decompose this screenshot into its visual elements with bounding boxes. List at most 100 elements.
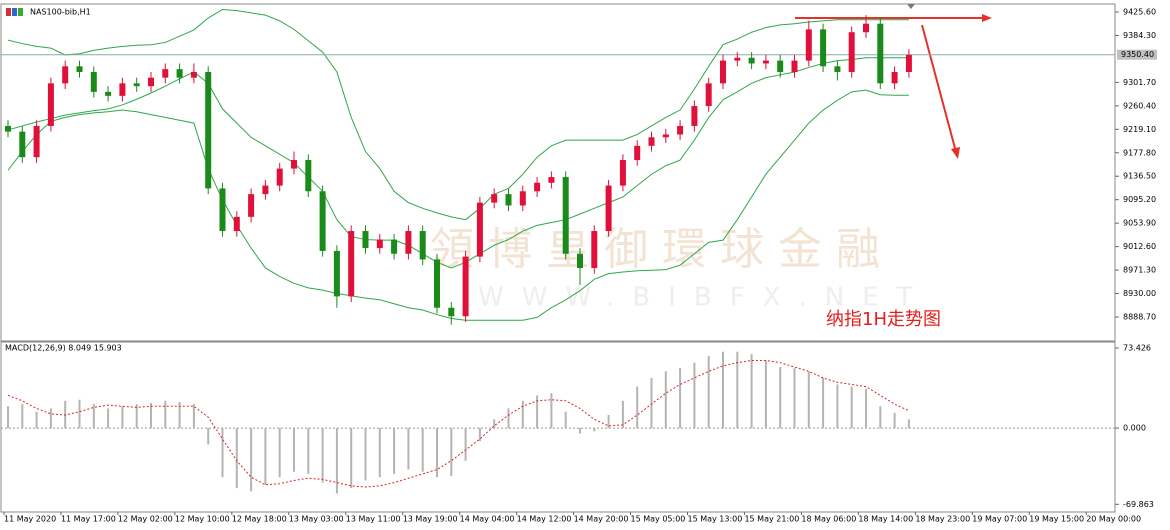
x-tick-label: 18 May 23:00 bbox=[915, 515, 970, 524]
candle-body bbox=[419, 231, 426, 260]
candle-body bbox=[791, 60, 798, 72]
candle-body bbox=[248, 194, 255, 217]
macd-bar bbox=[865, 388, 867, 429]
y-tick-label: 9136.50 bbox=[1123, 172, 1156, 181]
macd-bar bbox=[907, 419, 910, 429]
band-middle bbox=[7, 57, 909, 269]
macd-bar bbox=[722, 351, 724, 429]
current-price-box bbox=[1117, 49, 1157, 60]
candle-body bbox=[119, 83, 126, 96]
candle-body bbox=[162, 69, 169, 78]
x-tick-label: 18 May 06:00 bbox=[801, 515, 856, 524]
x-tick-label: 13 May 03:00 bbox=[289, 515, 344, 524]
macd-bar bbox=[264, 428, 267, 485]
macd-bar bbox=[564, 411, 567, 429]
macd-bar bbox=[78, 399, 81, 429]
macd-bar bbox=[521, 400, 524, 429]
candle-body bbox=[677, 125, 684, 135]
macd-bar bbox=[536, 395, 539, 429]
x-tick-label: 20 May 00:00 bbox=[1086, 515, 1141, 524]
macd-bar bbox=[235, 428, 238, 489]
macd-bar bbox=[507, 408, 510, 429]
candle-body bbox=[105, 91, 112, 96]
candle-body bbox=[834, 66, 841, 72]
annotation: 纳指1H走势图 bbox=[826, 309, 941, 330]
macd-bar bbox=[579, 428, 581, 434]
macd-bar bbox=[364, 428, 367, 481]
y-tick-label: 9301.70 bbox=[1123, 78, 1156, 87]
candle-body bbox=[748, 57, 755, 64]
macd-bar bbox=[807, 371, 810, 429]
macd-bar bbox=[7, 406, 9, 429]
x-tick-label: 14 May 20:00 bbox=[574, 515, 629, 524]
x-tick-label: 19 May 15:00 bbox=[1029, 515, 1084, 524]
macd-bar bbox=[335, 428, 338, 494]
macd-bar bbox=[64, 400, 67, 429]
candle-body bbox=[276, 168, 283, 186]
candle-body bbox=[62, 66, 69, 84]
macd-bar bbox=[92, 404, 95, 429]
candle-body bbox=[76, 66, 83, 72]
y-tick-label: 9384.30 bbox=[1123, 31, 1156, 40]
x-tick-label: 15 May 05:00 bbox=[631, 515, 686, 524]
candle-body bbox=[462, 256, 469, 317]
macd-bar bbox=[378, 428, 381, 478]
current-price-label: 9350.40 bbox=[1121, 50, 1154, 59]
macd-bar bbox=[464, 428, 467, 461]
macd-bar bbox=[893, 412, 896, 429]
candle-body bbox=[405, 231, 412, 254]
y-tick-label: 0.000 bbox=[1123, 424, 1146, 433]
x-tick-label: 13 May 19:00 bbox=[403, 515, 458, 524]
red-arrows bbox=[795, 14, 992, 159]
macd-bar bbox=[178, 401, 181, 429]
macd-bar bbox=[350, 428, 353, 489]
y-tick-label: 9012.60 bbox=[1123, 242, 1156, 251]
macd-bar bbox=[693, 362, 696, 429]
candle-body bbox=[605, 185, 612, 232]
signal-line bbox=[7, 359, 910, 488]
candle-body bbox=[233, 216, 240, 232]
candle-body bbox=[391, 239, 398, 254]
candle-body bbox=[648, 137, 655, 146]
macd-bar bbox=[764, 360, 767, 429]
y-tick-label: 8971.30 bbox=[1123, 266, 1156, 275]
candle-body bbox=[305, 160, 312, 192]
candle-body bbox=[448, 307, 455, 317]
macd-bar bbox=[736, 351, 739, 429]
candle-body bbox=[848, 32, 855, 72]
candle-body bbox=[562, 177, 569, 254]
macd-bar bbox=[278, 428, 281, 478]
watermark-url: WWW.BIBFX.NET bbox=[478, 283, 931, 313]
candle-body bbox=[891, 71, 898, 84]
macd-bar bbox=[593, 428, 596, 432]
candle-body bbox=[905, 54, 912, 72]
candle-body bbox=[720, 60, 726, 84]
candle-body bbox=[705, 83, 712, 107]
macd-bar bbox=[21, 404, 24, 429]
macd-bar bbox=[321, 428, 324, 483]
macd-bar bbox=[836, 384, 839, 429]
candle-body bbox=[333, 250, 340, 297]
x-tick-label: 13 May 11:00 bbox=[346, 515, 401, 524]
candle-body bbox=[734, 57, 741, 61]
candle-body bbox=[219, 188, 226, 232]
candle-body bbox=[662, 134, 669, 138]
macd-bar bbox=[650, 377, 653, 429]
price-panel bbox=[0, 3, 1116, 342]
y-tick-label: 8888.70 bbox=[1123, 312, 1156, 321]
macd-bar bbox=[393, 428, 396, 474]
candle-body bbox=[505, 194, 512, 206]
x-tick-label: 15 May 13:00 bbox=[688, 515, 743, 524]
macd-bar bbox=[879, 406, 882, 429]
candle-body bbox=[476, 202, 483, 257]
candle-body bbox=[33, 125, 40, 158]
macd-panel bbox=[0, 341, 1116, 513]
y-tick-label: -69.863 bbox=[1123, 500, 1154, 509]
macd-bar bbox=[436, 428, 438, 478]
macd-bar bbox=[107, 408, 110, 429]
candle-body bbox=[5, 125, 11, 132]
y-tick-label: 9095.20 bbox=[1123, 195, 1156, 204]
candle-body bbox=[47, 83, 54, 126]
